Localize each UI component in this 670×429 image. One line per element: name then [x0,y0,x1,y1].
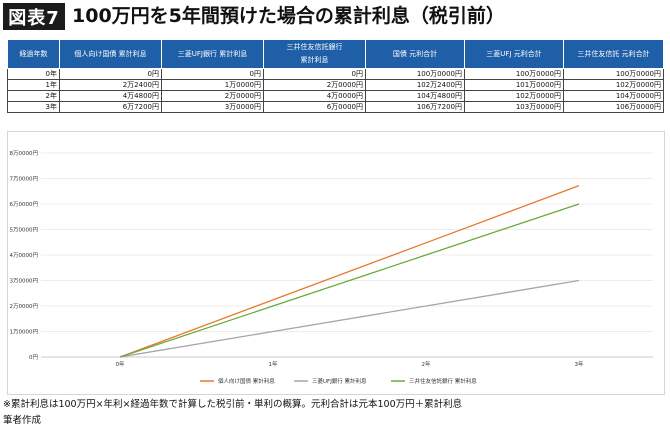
table-cell: 100万0000円 [365,68,465,80]
y-tick-label: 4万0000円 [10,252,39,259]
y-tick-label: 7万0000円 [10,176,39,183]
legend-label: 三井住友信託銀行 累計利息 [409,377,477,385]
table-cell: 102万0000円 [464,90,564,102]
legend-label: 三菱UFJ銀行 累計利息 [312,377,367,385]
table-cell: 1万0000円 [161,79,264,91]
y-tick-label: 0円 [29,354,38,361]
column-header: 個人向け国債 累計利息 [59,39,162,69]
y-tick-label: 1万0000円 [10,329,39,336]
table-cell: 2万2400円 [59,79,162,91]
table-cell: 106万7200円 [365,101,465,113]
table-cell: 101万0000円 [464,79,564,91]
y-tick-label: 8万0000円 [10,150,39,157]
table-cell: 3年 [7,101,60,113]
data-table: 経過年数 個人向け国債 累計利息 三菱UFJ銀行 累計利息 三井住友信託銀行 累… [7,39,664,113]
column-header: 三井住友信託銀行 累計利息 [263,39,366,69]
table-cell: 2年 [7,90,60,102]
source-note: 筆者作成 [3,415,42,426]
table-cell: 0円 [263,68,366,80]
table-cell: 100万0000円 [464,68,564,80]
column-header: 国債 元利合計 [365,39,465,69]
legend-label: 個人向け国債 累計利息 [218,377,275,385]
column-header: 経過年数 [7,39,60,69]
table-cell: 100万0000円 [563,68,664,80]
table-cell: 4万4800円 [59,90,162,102]
table-cell: 104万4800円 [365,90,465,102]
table-cell: 6万0000円 [263,101,366,113]
table-cell: 2万0000円 [263,79,366,91]
line-chart: 0円 1万0000円 2万0000円 3万0000円 4万0000円 5万0000円 6万0… [7,131,665,395]
series-line [119,279,580,358]
table-cell: 0年 [7,68,60,80]
series-line [119,203,580,358]
table-cell: 0円 [59,68,162,80]
header: 図表7 100万円を5年間預けた場合の累計利息（税引前） [0,0,670,33]
chart-svg: 0円 1万0000円 2万0000円 3万0000円 4万0000円 5万0000円 6万0… [10,150,653,385]
table-cell: 102万0000円 [563,79,664,91]
page-title: 100万円を5年間預けた場合の累計利息（税引前） [72,5,505,27]
x-tick-label: 1年 [269,360,278,368]
y-tick-label: 6万0000円 [10,201,39,208]
x-tick-label: 2年 [422,360,431,368]
table-header-row: 経過年数 個人向け国債 累計利息 三菱UFJ銀行 累計利息 三井住友信託銀行 累… [7,39,664,69]
x-tick-label: 0年 [116,360,125,368]
table-row: 1年 2万2400円 1万0000円 2万0000円 102万2400円 101… [7,79,664,91]
column-header: 三菱UFJ銀行 累計利息 [161,39,264,69]
table-cell: 6万7200円 [59,101,162,113]
y-tick-label: 2万0000円 [10,303,39,310]
table-cell: 102万2400円 [365,79,465,91]
table-cell: 1年 [7,79,60,91]
y-tick-label: 3万0000円 [10,278,39,285]
table-row: 2年 4万4800円 2万0000円 4万0000円 104万4800円 102… [7,90,664,102]
footnote: ※累計利息は100万円×年利×経過年数で計算した税引前・単利の概算。元利合計は元… [3,399,463,410]
x-tick-label: 3年 [575,360,584,368]
table-cell: 2万0000円 [161,90,264,102]
column-header: 三井住友信託 元利合計 [563,39,664,69]
table-row: 0年 0円 0円 0円 100万0000円 100万0000円 100万0000… [7,68,664,80]
table-cell: 4万0000円 [263,90,366,102]
table-cell: 103万0000円 [464,101,564,113]
figure-badge: 図表7 [3,3,65,30]
column-header: 三菱UFJ 元利合計 [464,39,564,69]
y-tick-label: 5万0000円 [10,227,39,234]
table-row: 3年 6万7200円 3万0000円 6万0000円 106万7200円 103… [7,101,664,113]
table-cell: 0円 [161,68,264,80]
series-line [119,184,580,358]
table-cell: 104万0000円 [563,90,664,102]
table-cell: 106万0000円 [563,101,664,113]
table-cell: 3万0000円 [161,101,264,113]
